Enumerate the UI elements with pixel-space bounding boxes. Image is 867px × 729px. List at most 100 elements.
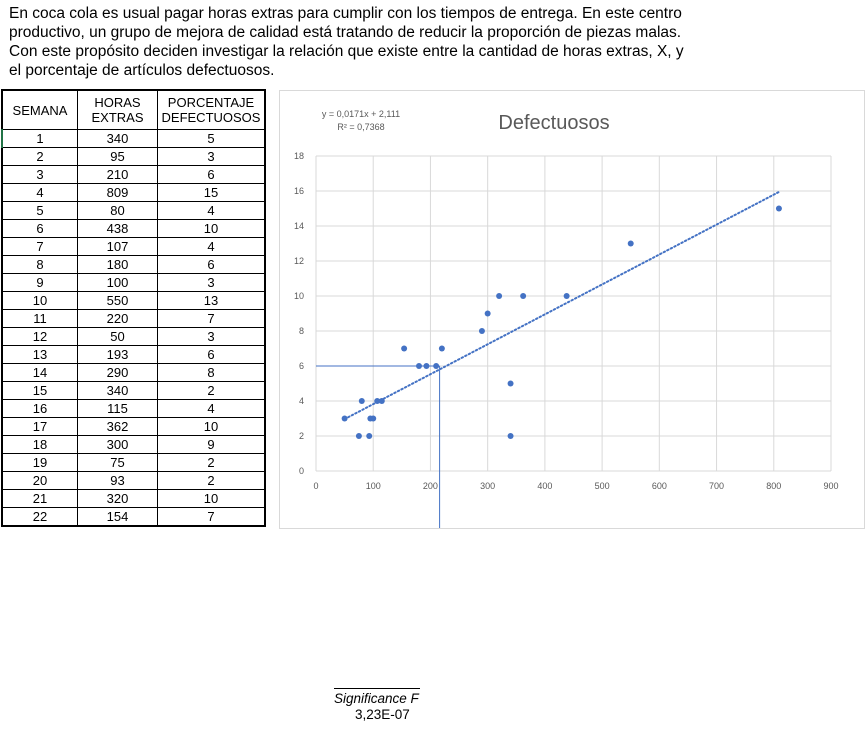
cell-porcentaje[interactable]: 4	[157, 399, 266, 418]
data-point	[416, 363, 422, 369]
cell-semana[interactable]: 9	[1, 273, 78, 292]
cell-porcentaje[interactable]: 5	[157, 129, 266, 148]
cell-porcentaje[interactable]: 4	[157, 237, 266, 256]
y-tick-label: 2	[299, 431, 304, 441]
cell-porcentaje[interactable]: 10	[157, 417, 266, 436]
table-row: 14 290 8	[1, 363, 266, 382]
cell-porcentaje[interactable]: 3	[157, 327, 266, 346]
cell-semana[interactable]: 5	[1, 201, 78, 220]
cell-porcentaje[interactable]: 9	[157, 435, 266, 454]
cell-horas-extras[interactable]: 107	[77, 237, 158, 256]
cell-porcentaje[interactable]: 13	[157, 291, 266, 310]
cell-horas-extras[interactable]: 115	[77, 399, 158, 418]
cell-porcentaje[interactable]: 6	[157, 255, 266, 274]
table-row: 3 210 6	[1, 165, 266, 184]
cell-horas-extras[interactable]: 95	[77, 147, 158, 166]
cell-porcentaje[interactable]: 2	[157, 453, 266, 472]
data-point	[358, 398, 365, 404]
y-tick-label: 16	[294, 186, 304, 196]
cell-porcentaje[interactable]: 7	[157, 507, 266, 527]
y-tick-label: 6	[299, 361, 304, 371]
scatter-chart[interactable]: 0 100 200 300 400 500 600 700 800 900 0 2 4 6 8 10 12 14 1…	[279, 90, 865, 529]
cell-porcentaje[interactable]: 10	[157, 489, 266, 508]
cell-horas-extras[interactable]: 210	[77, 165, 158, 184]
cell-porcentaje[interactable]: 3	[157, 147, 266, 166]
cell-semana[interactable]: 21	[1, 489, 78, 508]
cell-semana[interactable]: 17	[1, 417, 78, 436]
cell-horas-extras[interactable]: 193	[77, 345, 158, 364]
cell-semana[interactable]: 7	[1, 237, 78, 256]
cell-porcentaje[interactable]: 10	[157, 219, 266, 238]
cell-semana[interactable]: 3	[1, 165, 78, 184]
y-tick-label: 0	[299, 466, 304, 476]
cell-semana[interactable]: 18	[1, 435, 78, 454]
cell-semana[interactable]: 22	[1, 507, 78, 527]
cell-horas-extras[interactable]: 80	[77, 201, 158, 220]
x-tick-label: 700	[709, 481, 724, 491]
cell-porcentaje[interactable]: 4	[157, 201, 266, 220]
table-row: 11 220 7	[1, 309, 266, 328]
data-point	[484, 310, 491, 317]
cell-horas-extras[interactable]: 93	[77, 471, 158, 490]
cell-semana[interactable]: 2	[1, 147, 78, 166]
cell-semana[interactable]: 14	[1, 363, 78, 382]
data-point	[378, 398, 385, 404]
cell-semana[interactable]: 8	[1, 255, 78, 274]
cell-horas-extras[interactable]: 220	[77, 309, 158, 328]
cell-horas-extras[interactable]: 50	[77, 327, 158, 346]
chart-guide-lines	[316, 365, 441, 528]
cell-semana[interactable]: 4	[1, 183, 78, 202]
table-row: 8 180 6	[1, 255, 266, 274]
cell-semana[interactable]: 19	[1, 453, 78, 472]
data-point	[401, 345, 408, 352]
cell-semana[interactable]: 13	[1, 345, 78, 364]
cell-horas-extras[interactable]: 300	[77, 435, 158, 454]
chart-ticks: 0 100 200 300 400 500 600 700 800 900 0 2 4 6 8 10 12 14 1…	[294, 151, 839, 491]
cell-semana[interactable]: 11	[1, 309, 78, 328]
cell-porcentaje[interactable]: 15	[157, 183, 266, 202]
cell-semana[interactable]: 15	[1, 381, 78, 400]
chart-title: Defectuosos	[498, 112, 609, 134]
cell-horas-extras[interactable]: 290	[77, 363, 158, 382]
cell-semana[interactable]: 1	[1, 129, 78, 148]
intro-line-2: productivo, un grupo de mejora de calida…	[9, 24, 682, 41]
cell-horas-extras[interactable]: 809	[77, 183, 158, 202]
cell-porcentaje[interactable]: 6	[157, 345, 266, 364]
cell-horas-extras[interactable]: 340	[77, 381, 158, 400]
chart-trendline	[343, 190, 780, 421]
cell-horas-extras[interactable]: 362	[77, 417, 158, 436]
cell-horas-extras[interactable]: 180	[77, 255, 158, 274]
cell-semana[interactable]: 10	[1, 291, 78, 310]
cell-porcentaje[interactable]: 3	[157, 273, 266, 292]
trendline	[343, 190, 780, 421]
data-point	[507, 433, 514, 439]
data-point	[520, 293, 527, 299]
cell-horas-extras[interactable]: 340	[77, 129, 158, 148]
data-point	[355, 433, 362, 439]
x-tick-label: 300	[480, 481, 495, 491]
header-porcentaje-defectuosos[interactable]: PORCENTAJE DEFECTUOSOS	[157, 89, 266, 130]
cell-horas-extras[interactable]: 154	[77, 507, 158, 527]
cell-porcentaje[interactable]: 2	[157, 471, 266, 490]
data-point	[496, 293, 503, 299]
header-horas-extras[interactable]: HORAS EXTRAS	[77, 89, 158, 130]
cell-horas-extras[interactable]: 438	[77, 219, 158, 238]
cell-horas-extras[interactable]: 75	[77, 453, 158, 472]
header-semana[interactable]: SEMANA	[1, 89, 78, 130]
data-point	[438, 345, 445, 352]
cell-horas-extras[interactable]: 550	[77, 291, 158, 310]
cell-semana[interactable]: 20	[1, 471, 78, 490]
cell-porcentaje[interactable]: 8	[157, 363, 266, 382]
cell-semana[interactable]: 12	[1, 327, 78, 346]
cell-semana[interactable]: 6	[1, 219, 78, 238]
cell-semana[interactable]: 16	[1, 399, 78, 418]
cell-porcentaje[interactable]: 2	[157, 381, 266, 400]
cell-porcentaje[interactable]: 7	[157, 309, 266, 328]
table-row: 20 93 2	[1, 471, 266, 490]
intro-line-3: Con este propósito deciden investigar la…	[9, 43, 684, 60]
cell-horas-extras[interactable]: 320	[77, 489, 158, 508]
cell-porcentaje[interactable]: 6	[157, 165, 266, 184]
cell-horas-extras[interactable]: 100	[77, 273, 158, 292]
x-tick-label: 800	[766, 481, 781, 491]
data-point	[374, 398, 381, 404]
